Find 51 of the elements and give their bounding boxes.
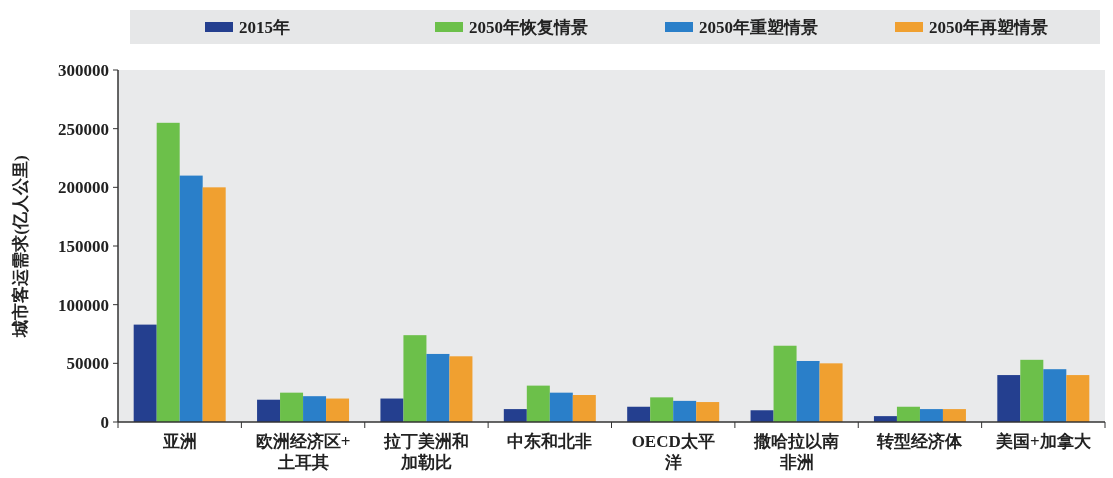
bar [773,345,797,422]
bar [503,409,527,422]
legend-label: 2050年恢复情景 [469,18,588,37]
bar [449,356,473,422]
legend-label: 2050年再塑情景 [929,17,1048,37]
x-tick-label: 欧洲经济区+土耳其 [255,432,351,472]
x-tick-label: 美国+加拿大 [994,432,1092,451]
bar [1043,369,1067,422]
x-tick-label: 转型经济体 [876,432,964,451]
y-tick-label: 300000 [58,61,109,80]
legend-label: 2050年重塑情景 [699,17,818,37]
y-tick-label: 50000 [66,354,109,374]
bar [572,395,596,422]
bar [179,175,203,422]
bar [133,324,157,422]
bar [696,402,720,422]
bar [326,398,350,422]
bar [919,409,943,422]
x-tick-label: 亚洲 [161,432,197,451]
bar [380,398,404,422]
bar [280,392,304,422]
y-tick-label: 150000 [58,237,109,256]
y-tick-label: 250000 [58,119,109,139]
bar [303,396,327,422]
x-tick-label: OECD太平洋 [631,432,715,472]
bar [526,385,550,422]
legend-label: 2015年 [239,18,290,37]
bar [403,335,427,422]
bar [896,406,920,422]
y-axis-title: 城市客运需求(亿人公里) [11,155,30,338]
bar [819,363,843,422]
bar [627,406,651,422]
bar [549,392,573,422]
bar [426,353,450,422]
x-tick-label: 撒哈拉以南非洲 [753,432,840,472]
x-tick-label: 中东和北非 [507,432,593,451]
bar [942,409,966,422]
bar [796,360,820,422]
bar [650,397,674,422]
y-tick-label: 100000 [58,295,109,315]
bar [997,375,1021,422]
x-tick-label: 拉丁美洲和加勒比 [382,432,469,472]
bar [156,122,180,422]
bar [257,399,281,422]
y-tick-label: 0 [100,413,109,432]
y-tick-label: 200000 [58,178,109,198]
bar [750,410,774,422]
bar [202,187,226,422]
bar [1066,375,1090,422]
bar [673,400,697,422]
bar [1020,359,1044,422]
